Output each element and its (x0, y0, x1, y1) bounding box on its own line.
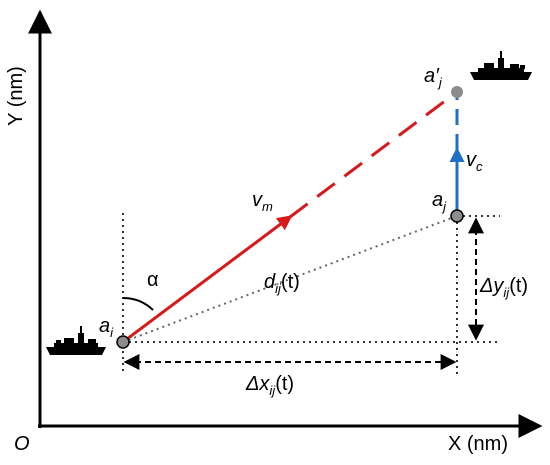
delta-x-label: Δxij(t) (245, 373, 294, 398)
node-aj (450, 209, 464, 223)
origin-label: O (14, 433, 30, 455)
y-axis-label: Y (nm) (5, 66, 27, 126)
angle-label: α (147, 269, 159, 291)
construction-lines (122, 213, 500, 375)
missile-velocity-vector (122, 215, 293, 344)
missile-velocity-label: vm (252, 189, 273, 214)
node-aj-prime (451, 86, 463, 98)
delta-y-label: Δyij(t) (479, 275, 528, 300)
axes (28, 9, 543, 438)
distance-label: dij(t) (264, 271, 300, 296)
missile-predicted-path (289, 90, 458, 219)
point-label-aj-prime: a′j (424, 65, 443, 90)
target-velocity-label: vc (466, 149, 483, 174)
angle-arc (122, 297, 154, 311)
warship-icon (46, 326, 106, 355)
node-ai (116, 335, 130, 349)
x-axis-label: X (nm) (448, 433, 508, 455)
point-label-ai: ai (99, 315, 114, 340)
missile-path (122, 90, 458, 344)
point-label-aj: aj (432, 189, 447, 214)
warship-icon (470, 51, 532, 80)
dimension-arrows (123, 217, 484, 370)
